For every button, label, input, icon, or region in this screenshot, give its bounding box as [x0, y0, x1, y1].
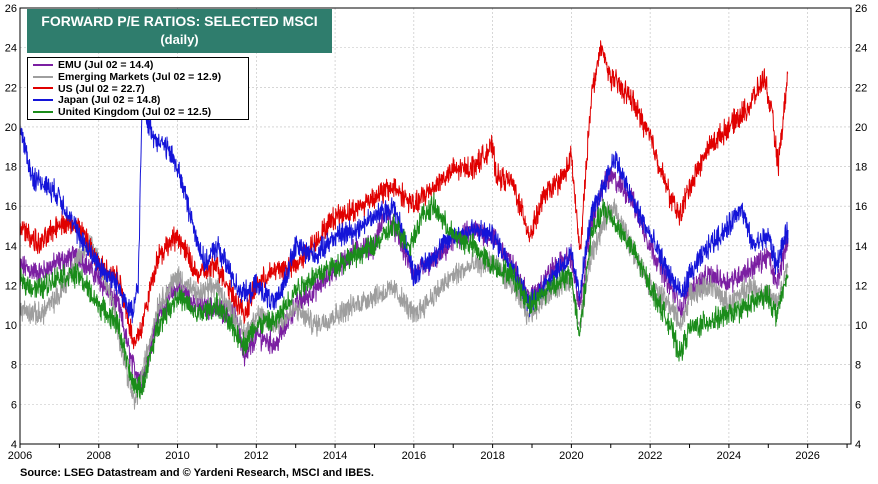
y-tick-label-right: 14: [855, 241, 867, 253]
y-tick-label-left: 26: [5, 3, 17, 15]
y-tick-label-right: 12: [855, 280, 867, 292]
x-tick-label: 2026: [795, 450, 819, 462]
x-tick-label: 2006: [8, 450, 32, 462]
legend-item-japan: Japan (Jul 02 = 14.8): [33, 94, 248, 106]
y-tick-label-right: 16: [855, 201, 867, 213]
x-tick-label: 2020: [559, 450, 583, 462]
chart-title-box: FORWARD P/E RATIOS: SELECTED MSCI (daily…: [27, 9, 332, 53]
y-tick-label-right: 22: [855, 82, 867, 94]
legend-swatch: [33, 75, 53, 78]
x-tick-label: 2018: [480, 450, 504, 462]
y-tick-label-left: 10: [5, 320, 17, 332]
legend-item-united-kingdom: United Kingdom (Jul 02 = 12.5): [33, 106, 248, 118]
x-tick-label: 2016: [402, 450, 426, 462]
series-line-2: [19, 40, 789, 350]
legend-item-emu: EMU (Jul 02 = 14.4): [33, 59, 248, 71]
legend-label: Emerging Markets (Jul 02 = 12.9): [58, 70, 222, 83]
legend: EMU (Jul 02 = 14.4) Emerging Markets (Ju…: [27, 57, 249, 120]
legend-label: United Kingdom (Jul 02 = 12.5): [58, 106, 212, 119]
y-tick-label-right: 8: [855, 360, 861, 372]
x-tick-label: 2012: [244, 450, 268, 462]
legend-swatch: [33, 87, 53, 90]
legend-item-us: US (Jul 02 = 22.7): [33, 83, 248, 95]
y-tick-label-right: 6: [855, 399, 861, 411]
chart-title: FORWARD P/E RATIOS: SELECTED MSCI: [41, 13, 318, 29]
y-tick-label-right: 18: [855, 162, 867, 174]
y-tick-label-right: 4: [855, 439, 861, 451]
y-tick-label-left: 8: [11, 360, 17, 372]
source-note: Source: LSEG Datastream and © Yardeni Re…: [20, 467, 374, 479]
series-line-4: [19, 192, 789, 400]
y-tick-label-left: 18: [5, 162, 17, 174]
x-tick-label: 2008: [87, 450, 111, 462]
y-tick-label-right: 26: [855, 3, 867, 15]
plot-frame: [19, 7, 852, 445]
y-tick-label-right: 20: [855, 122, 867, 134]
y-tick-label-left: 20: [5, 122, 17, 134]
legend-label: US (Jul 02 = 22.7): [58, 82, 145, 95]
legend-swatch: [33, 63, 53, 66]
series-lines: [19, 40, 789, 410]
y-tick-label-left: 4: [11, 439, 17, 451]
legend-swatch: [33, 111, 53, 114]
chart-subtitle: (daily): [160, 32, 199, 47]
x-tick-label: 2022: [638, 450, 662, 462]
y-tick-label-left: 24: [5, 43, 17, 55]
legend-item-emerging-markets: Emerging Markets (Jul 02 = 12.9): [33, 71, 248, 83]
legend-label: Japan (Jul 02 = 14.8): [58, 94, 161, 107]
x-tick-label: 2010: [165, 450, 189, 462]
y-tick-label-right: 24: [855, 43, 867, 55]
y-tick-label-right: 10: [855, 320, 867, 332]
x-tick-label: 2024: [717, 450, 741, 462]
y-tick-label-left: 12: [5, 280, 17, 292]
y-tick-label-left: 14: [5, 241, 17, 253]
legend-swatch: [33, 99, 53, 102]
y-tick-label-left: 6: [11, 399, 17, 411]
x-tick-label: 2014: [323, 450, 347, 462]
y-tick-label-left: 16: [5, 201, 17, 213]
y-tick-label-left: 22: [5, 82, 17, 94]
legend-label: EMU (Jul 02 = 14.4): [58, 58, 154, 71]
